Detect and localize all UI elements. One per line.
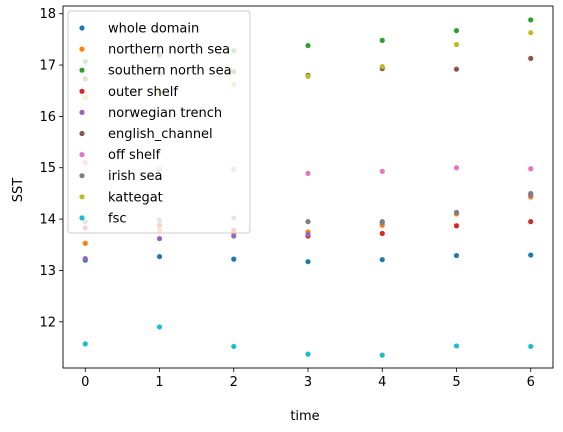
legend-frame [67, 10, 251, 234]
data-point-fsc-6 [528, 343, 534, 350]
y-tick-label-3: 15 [39, 161, 56, 176]
data-point-whole-domain-4 [379, 257, 385, 263]
legend-label-5: english_channel [108, 127, 213, 142]
y-tick-label-5: 17 [39, 59, 56, 74]
legend-label-7: irish sea [108, 169, 162, 184]
data-point-kattegat-3 [305, 73, 311, 79]
data-point-fsc-2 [231, 343, 237, 350]
legend-label-6: off shelf [108, 148, 161, 163]
data-point-whole-domain-2 [231, 256, 237, 262]
data-point-norwegian-trench-2 [231, 233, 237, 239]
legend-marker-4 [79, 109, 85, 115]
data-point-kattegat-5 [453, 41, 460, 48]
legend-marker-8 [79, 194, 85, 200]
y-tick-label-6: 18 [39, 7, 56, 22]
data-point-off-shelf-4 [379, 168, 385, 174]
data-point-whole-domain-6 [528, 252, 534, 258]
legend-label-2: southern north sea [108, 64, 232, 79]
x-axis-label: time [290, 409, 319, 424]
x-tick-label-5: 5 [452, 375, 460, 390]
legend-marker-7 [79, 173, 85, 179]
x-axis-ticks: 0 1 2 3 4 5 6 [81, 368, 535, 390]
data-point-southern-north-sea-5 [453, 28, 460, 34]
legend-label-9: fsc [108, 211, 127, 226]
y-axis-label: SST [11, 178, 26, 203]
x-tick-label-2: 2 [230, 375, 238, 390]
legend-marker-9 [79, 215, 85, 221]
data-point-irish-sea-4 [379, 219, 385, 225]
data-point-whole-domain-3 [305, 259, 311, 265]
legend-marker-2 [79, 67, 85, 73]
legend-label-0: whole domain [108, 22, 199, 37]
data-point-fsc-3 [305, 351, 311, 357]
x-tick-label-4: 4 [378, 375, 386, 390]
data-point-fsc-0 [82, 341, 88, 347]
legend-marker-5 [79, 130, 85, 137]
data-point-kattegat-6 [528, 30, 534, 36]
y-axis-ticks: 12 13 14 15 16 17 18 [39, 7, 63, 330]
legend-label-1: northern north sea [108, 43, 230, 58]
legend-label-3: outer shelf [108, 85, 178, 100]
data-point-kattegat-4 [379, 63, 385, 70]
legend-marker-0 [79, 25, 85, 31]
data-point-fsc-5 [453, 343, 460, 349]
legend-label-8: kattegat [108, 190, 163, 205]
x-tick-label-3: 3 [304, 375, 312, 390]
data-point-southern-north-sea-6 [528, 17, 534, 23]
data-point-norwegian-trench-3 [305, 231, 311, 238]
y-tick-label-2: 14 [39, 213, 56, 228]
data-point-northern-north-sea-0 [82, 240, 88, 246]
y-tick-label-4: 16 [39, 110, 56, 125]
data-point-whole-domain-5 [453, 252, 460, 259]
data-point-irish-sea-5 [453, 209, 460, 216]
data-point-norwegian-trench-0 [82, 256, 88, 262]
y-tick-label-1: 13 [39, 264, 56, 279]
data-point-outer-shelf-6 [528, 219, 534, 225]
data-point-english-channel-5 [453, 66, 460, 72]
data-point-outer-shelf-4 [379, 230, 385, 237]
data-point-off-shelf-3 [305, 170, 311, 176]
data-point-whole-domain-1 [156, 253, 163, 260]
data-point-english-channel-6 [528, 55, 534, 61]
data-point-off-shelf-5 [453, 165, 460, 171]
x-tick-label-0: 0 [81, 375, 89, 390]
legend-marker-6 [79, 152, 85, 158]
data-point-outer-shelf-5 [453, 223, 460, 229]
x-tick-label-1: 1 [155, 375, 163, 390]
data-point-fsc-4 [379, 352, 385, 358]
data-point-fsc-1 [156, 324, 163, 330]
legend-label-4: norwegian trench [108, 106, 222, 121]
data-point-off-shelf-6 [528, 166, 534, 172]
data-point-irish-sea-3 [305, 219, 311, 225]
legend: whole domain northern north sea southern n… [67, 10, 251, 234]
legend-marker-1 [79, 46, 85, 52]
legend-marker-3 [79, 88, 85, 94]
y-tick-label-0: 12 [39, 315, 56, 330]
data-point-southern-north-sea-3 [305, 42, 311, 49]
x-tick-label-6: 6 [527, 375, 535, 390]
data-point-norwegian-trench-1 [156, 236, 163, 242]
data-point-irish-sea-6 [528, 190, 534, 197]
data-point-southern-north-sea-4 [379, 37, 385, 44]
